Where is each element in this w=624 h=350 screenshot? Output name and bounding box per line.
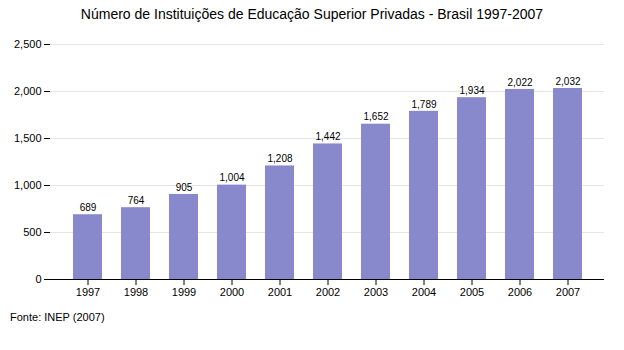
svg-text:1,208: 1,208: [267, 153, 292, 164]
svg-text:764: 764: [128, 195, 145, 206]
svg-text:2001: 2001: [268, 286, 292, 298]
svg-text:1,442: 1,442: [315, 131, 340, 142]
svg-text:1,500: 1,500: [14, 132, 42, 144]
svg-text:1,789: 1,789: [411, 99, 436, 110]
svg-text:2003: 2003: [364, 286, 388, 298]
svg-text:2,032: 2,032: [555, 76, 580, 87]
svg-text:2,000: 2,000: [14, 85, 42, 97]
svg-text:1997: 1997: [76, 286, 100, 298]
svg-text:1,000: 1,000: [14, 179, 42, 191]
svg-text:2,022: 2,022: [507, 77, 532, 88]
svg-text:2002: 2002: [316, 286, 340, 298]
svg-text:0: 0: [35, 273, 41, 285]
svg-text:1999: 1999: [172, 286, 196, 298]
svg-text:2000: 2000: [220, 286, 244, 298]
svg-text:2007: 2007: [556, 286, 580, 298]
html-text:Número de Instituições de Educ: Número de Instituições de Educação Super…: [80, 6, 544, 22]
svg-text:689: 689: [80, 202, 97, 213]
svg-text:2,500: 2,500: [14, 38, 42, 50]
svg-text:1998: 1998: [124, 286, 148, 298]
svg-text:1,934: 1,934: [459, 85, 484, 96]
svg-text:500: 500: [23, 226, 41, 238]
svg-text:1,004: 1,004: [219, 172, 244, 183]
svg-text:2006: 2006: [508, 286, 532, 298]
svg-text:1,652: 1,652: [363, 111, 388, 122]
svg-text:905: 905: [176, 182, 193, 193]
svg-text:2005: 2005: [460, 286, 484, 298]
svg-text:2004: 2004: [412, 286, 436, 298]
html-text:Fonte: INEP (2007): Fonte: INEP (2007): [10, 311, 105, 323]
